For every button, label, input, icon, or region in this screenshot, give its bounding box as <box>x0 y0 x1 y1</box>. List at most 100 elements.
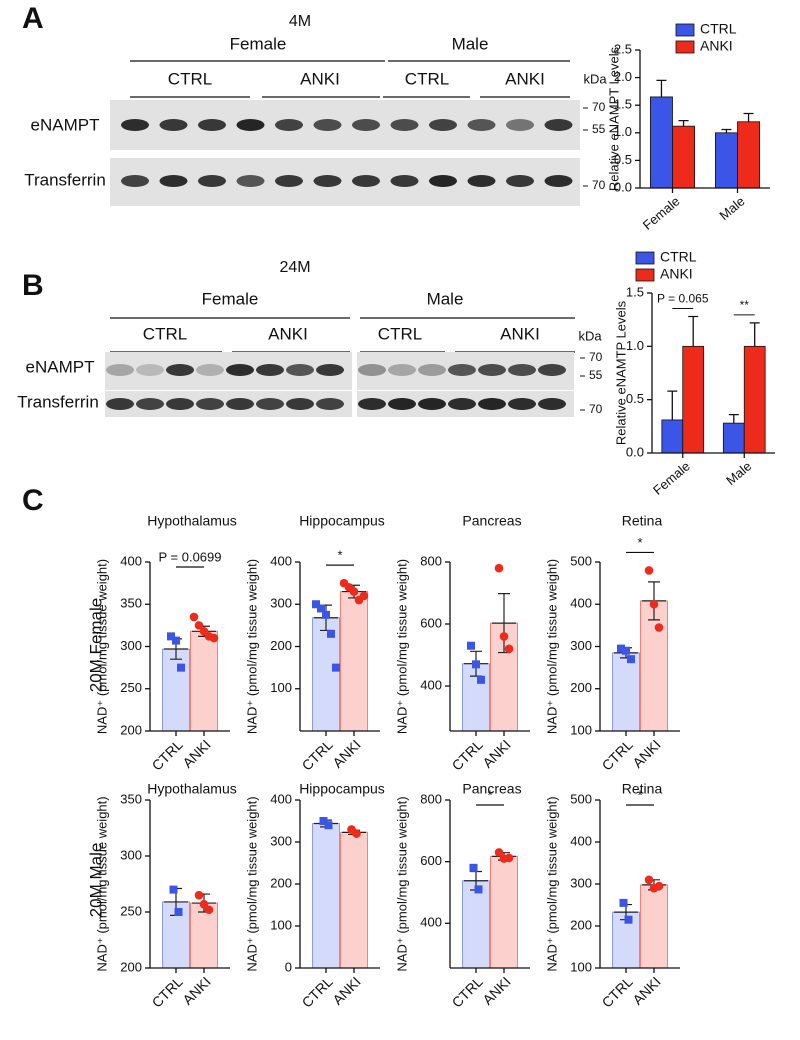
bar <box>340 831 368 969</box>
x-tick-label: Male <box>716 193 747 223</box>
error-bar <box>743 112 754 122</box>
data-point <box>204 905 214 915</box>
error-bar <box>656 79 667 97</box>
y-tick-label: 1.5 <box>626 284 644 299</box>
y-tick-label: 100 <box>570 959 592 974</box>
blot-band <box>196 364 224 376</box>
blot-band <box>358 398 386 410</box>
blot-band <box>286 398 314 410</box>
y-tick-label: 350 <box>120 596 142 611</box>
row-label: 20M Female <box>86 598 105 692</box>
annotation: P = 0.0699 <box>158 549 221 564</box>
y-tick-label: 250 <box>120 680 142 695</box>
y-tick-label: 800 <box>420 791 442 806</box>
blot-protein: Transferrin <box>24 170 106 189</box>
y-tick-label: 1.0 <box>614 124 632 139</box>
blot-group: ANKI <box>268 324 308 343</box>
bar <box>743 345 766 454</box>
bar <box>462 880 490 969</box>
blot-band <box>478 398 506 410</box>
x-tick-label: Female <box>650 458 693 497</box>
y-axis-label: NAD⁺ (pmol/mg tissue weight) <box>244 796 259 971</box>
blot-band <box>159 175 188 187</box>
data-point <box>654 881 664 891</box>
legend-swatch <box>635 251 655 265</box>
blot-sex: Male <box>452 34 489 53</box>
data-point <box>174 908 183 916</box>
blot-band <box>448 364 476 376</box>
data-point <box>499 632 509 641</box>
bar <box>722 422 745 454</box>
y-axis-label: NAD⁺ (pmol/mg tissue weight) <box>394 559 409 734</box>
blot-protein: eNAMPT <box>26 357 95 376</box>
y-tick-label: 400 <box>420 677 442 692</box>
blot-marker: 55 <box>592 122 606 136</box>
blot-band <box>429 175 457 187</box>
blot-band <box>429 119 457 131</box>
data-point <box>322 610 330 619</box>
blot-marker: 70 <box>589 402 603 416</box>
y-tick-label: 200 <box>120 959 142 974</box>
data-point <box>467 641 475 650</box>
blot-band <box>352 119 380 131</box>
blot-band <box>352 175 380 187</box>
error-bar <box>492 593 516 654</box>
legend-swatch <box>675 40 695 54</box>
x-tick-label: CTRL <box>599 973 636 1010</box>
blot-band <box>106 398 134 410</box>
y-tick-label: 400 <box>270 791 292 806</box>
y-tick-label: 1.5 <box>614 97 632 112</box>
row-label: 20M Male <box>86 843 105 918</box>
y-tick-label: 0.5 <box>614 152 632 167</box>
blot-band <box>390 119 419 131</box>
x-tick-label: ANKI <box>479 736 513 770</box>
data-point <box>494 848 504 857</box>
blot-band <box>198 119 226 131</box>
bar <box>490 855 518 969</box>
bar <box>661 419 684 454</box>
x-tick-label: ANKI <box>629 736 663 770</box>
y-tick-label: 600 <box>420 853 442 868</box>
x-tick-label: Male <box>723 458 754 488</box>
y-tick-label: 300 <box>120 638 142 653</box>
blot-band <box>226 364 254 376</box>
data-point <box>332 663 340 672</box>
x-tick-label: CTRL <box>299 736 336 773</box>
blot-band <box>236 119 265 131</box>
blot-band <box>448 398 476 410</box>
chart-title: Hippocampus <box>299 781 385 797</box>
x-tick-label: ANKI <box>629 973 663 1007</box>
chart-title: Retina <box>622 513 663 529</box>
blot-sex: Female <box>202 289 259 308</box>
blot-band <box>544 119 573 131</box>
data-point <box>644 875 654 885</box>
y-axis-label: NAD⁺ (pmol/mg tissue weight) <box>94 796 109 971</box>
x-tick-label: CTRL <box>449 973 486 1010</box>
blot-band <box>166 364 194 376</box>
data-point <box>474 885 483 894</box>
y-tick-label: 300 <box>270 833 292 848</box>
bar <box>312 823 340 969</box>
blot-age: 4M <box>289 13 311 30</box>
y-tick-label: 0.0 <box>626 444 644 459</box>
data-point <box>189 612 199 622</box>
data-point <box>622 646 630 655</box>
data-point <box>617 644 625 653</box>
error-bar <box>721 128 732 133</box>
x-tick-label: ANKI <box>179 736 213 770</box>
annotation: * <box>637 787 642 802</box>
x-tick-label: CTRL <box>449 736 486 773</box>
data-point <box>349 587 359 596</box>
blot-band <box>316 364 344 376</box>
y-tick-label: 200 <box>570 680 592 695</box>
x-tick-label: ANKI <box>329 736 363 770</box>
blot-protein: Transferrin <box>17 392 99 411</box>
blot-band <box>508 364 536 376</box>
bar <box>640 600 668 732</box>
panel-label: C <box>22 484 44 517</box>
blot-band <box>313 119 342 131</box>
y-tick-label: 300 <box>570 875 592 890</box>
data-point <box>312 600 320 609</box>
blot-band <box>256 364 284 376</box>
